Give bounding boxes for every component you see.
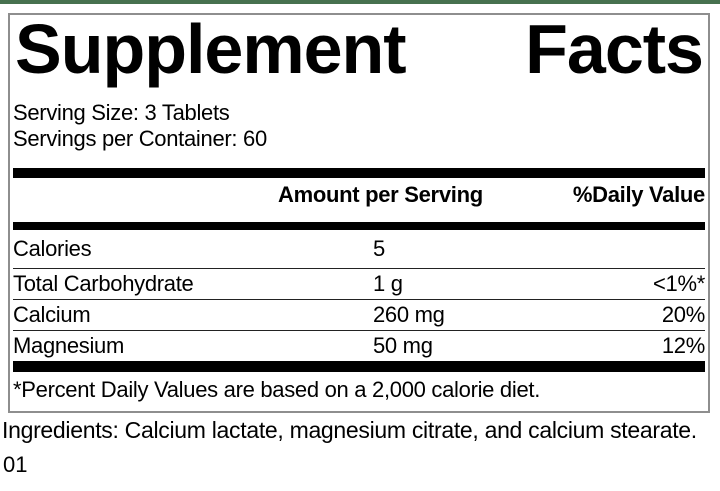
nutrient-amount: 5 (373, 236, 385, 261)
supplement-facts-panel: Supplement Facts Serving Size: 3 Tablets… (8, 13, 710, 413)
title-word-supplement: Supplement (15, 10, 407, 88)
column-header-amount: Amount per Serving (278, 182, 483, 207)
green-accent-bar (0, 0, 720, 4)
header-spacer (13, 182, 278, 208)
title-word-facts: Facts (525, 10, 704, 88)
nutrient-dv: 12% (661, 333, 705, 358)
nutrient-dv: 20% (661, 302, 705, 327)
daily-value-footnote: *Percent Daily Values are based on a 2,0… (13, 377, 541, 402)
nutrient-amount: 1 g (373, 271, 403, 296)
table-row: Calories 5 (13, 230, 705, 268)
nutrient-table: Calories 5 Total Carbohydrate 1 g <1%* C… (13, 230, 705, 361)
nutrient-dv: <1%* (652, 271, 705, 296)
table-row: Total Carbohydrate 1 g <1%* (13, 268, 705, 299)
panel-title: Supplement Facts (15, 10, 704, 88)
table-row: Magnesium 50 mg 12% (13, 330, 705, 361)
thick-divider-header (13, 222, 705, 230)
serving-size-line: Serving Size: 3 Tablets (13, 100, 230, 125)
nutrient-name: Calories (13, 236, 92, 261)
column-header-daily-value: %Daily Value (572, 182, 705, 207)
footer-code: 01 (3, 452, 28, 477)
ingredients-text: Ingredients: Calcium lactate, magnesium … (2, 417, 697, 443)
thick-divider-top (13, 168, 705, 178)
nutrient-amount: 50 mg (373, 333, 433, 358)
thick-divider-bottom (13, 361, 705, 372)
servings-per-container-line: Servings per Container: 60 (13, 126, 267, 151)
nutrient-name: Calcium (13, 302, 91, 327)
nutrient-amount: 260 mg (373, 302, 445, 327)
table-header-row: Amount per Serving %Daily Value (13, 182, 705, 208)
nutrient-name: Total Carbohydrate (13, 271, 194, 296)
nutrient-name: Magnesium (13, 333, 125, 358)
table-row: Calcium 260 mg 20% (13, 299, 705, 330)
